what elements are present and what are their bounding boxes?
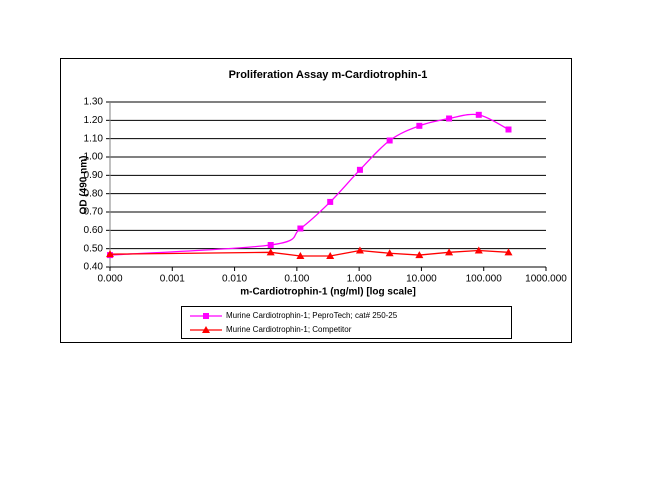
- y-tick-label: 0.80: [84, 188, 104, 199]
- chart-title: Proliferation Assay m-Cardiotrophin-1: [229, 69, 428, 81]
- y-tick-label: 0.40: [84, 262, 104, 273]
- marker: [296, 252, 305, 259]
- marker: [326, 252, 335, 259]
- x-tick-label: 0.100: [284, 274, 309, 285]
- marker: [267, 242, 274, 248]
- x-tick-label: 1000.000: [525, 274, 567, 285]
- y-tick-label: 0.90: [84, 170, 104, 181]
- chart-border: [60, 58, 572, 343]
- x-tick-label: 0.000: [97, 274, 122, 285]
- x-tick-label: 10.000: [406, 274, 437, 285]
- y-tick-label: 0.70: [84, 207, 104, 218]
- marker: [446, 115, 453, 122]
- marker: [266, 248, 275, 256]
- marker: [106, 250, 114, 258]
- series-line: [109, 249, 509, 257]
- legend-label: Murine Cardiotrophin-1; Competitor: [226, 325, 352, 334]
- marker: [202, 326, 210, 333]
- marker: [475, 111, 482, 118]
- y-tick-label: 1.00: [84, 152, 104, 163]
- y-tick-label: 1.20: [84, 115, 104, 126]
- marker: [415, 251, 424, 259]
- y-tick-label: 1.30: [84, 97, 104, 108]
- x-tick-label: 100.000: [466, 274, 503, 285]
- marker: [504, 248, 513, 256]
- x-tick-label: 0.001: [160, 274, 185, 285]
- x-tick-label: 1.000: [347, 274, 372, 285]
- marker: [327, 198, 334, 205]
- legend-label: Murine Cardiotrophin-1; PeproTech; cat# …: [226, 311, 398, 320]
- marker: [386, 137, 393, 144]
- y-tick-label: 0.50: [84, 243, 104, 254]
- marker: [385, 249, 394, 257]
- marker: [203, 313, 209, 319]
- marker: [416, 122, 423, 129]
- marker: [355, 246, 364, 254]
- x-tick-label: 0.010: [222, 274, 247, 285]
- legend-box: [181, 306, 512, 339]
- y-axis-title: OD (490 nm): [79, 156, 90, 215]
- marker: [297, 225, 304, 232]
- y-tick-label: 1.10: [84, 133, 104, 144]
- y-tick-label: 0.60: [84, 225, 104, 236]
- marker: [505, 126, 512, 133]
- marker: [474, 246, 483, 254]
- marker: [356, 166, 363, 173]
- marker: [445, 248, 454, 256]
- x-axis-title: m-Cardiotrophin-1 (ng/ml) [log scale]: [240, 287, 416, 298]
